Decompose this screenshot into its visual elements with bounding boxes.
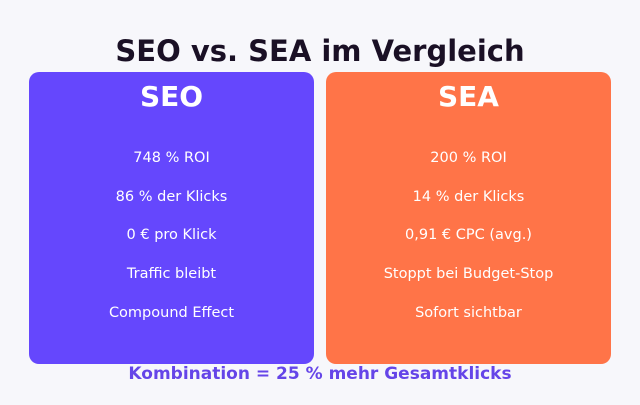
seo-feature-list: 748 % ROI 86 % der Klicks 0 € pro Klick … xyxy=(29,148,314,341)
combination-summary: Kombination = 25 % mehr Gesamtklicks xyxy=(128,364,512,384)
sea-feature-item: 0,91 € CPC (avg.) xyxy=(405,227,532,244)
seo-card-heading: SEO xyxy=(139,80,204,113)
sea-card: SEA 200 % ROI 14 % der Klicks 0,91 € CPC… xyxy=(326,72,611,364)
seo-feature-item: 0 € pro Klick xyxy=(126,227,217,244)
sea-feature-item: Stoppt bei Budget-Stop xyxy=(383,266,554,283)
seo-card: SEO 748 % ROI 86 % der Klicks 0 € pro Kl… xyxy=(29,72,314,364)
sea-feature-item: Sofort sichtbar xyxy=(415,304,522,321)
seo-feature-item: Compound Effect xyxy=(108,304,235,321)
seo-feature-item: Traffic bleibt xyxy=(126,266,217,283)
sea-feature-item: 14 % der Klicks xyxy=(412,188,525,205)
sea-feature-item: 200 % ROI xyxy=(430,150,507,166)
sea-feature-list: 200 % ROI 14 % der Klicks 0,91 € CPC (av… xyxy=(326,148,611,341)
seo-feature-item: 86 % der Klicks xyxy=(115,188,228,205)
page-title: SEO vs. SEA im Vergleich xyxy=(115,34,525,68)
seo-feature-item: 748 % ROI xyxy=(133,150,210,166)
sea-card-heading: SEA xyxy=(438,80,499,113)
